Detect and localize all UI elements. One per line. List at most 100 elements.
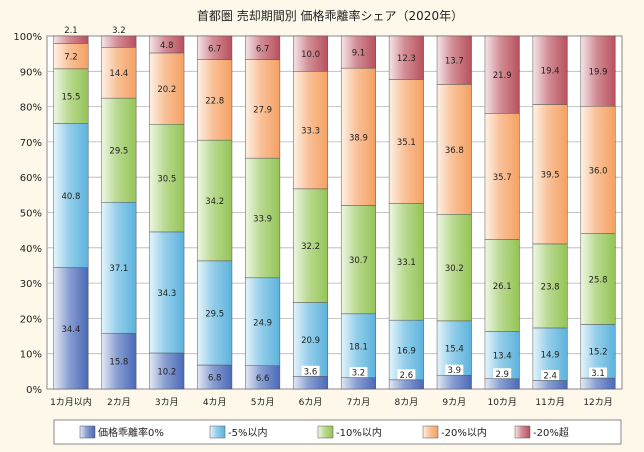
y-tick-label: 50% bbox=[20, 209, 42, 220]
legend-swatch bbox=[209, 425, 226, 439]
data-label: 19.4 bbox=[541, 67, 560, 77]
y-tick-label: 0% bbox=[26, 385, 42, 396]
data-label-bg bbox=[349, 367, 368, 378]
bar-segment bbox=[197, 260, 233, 366]
y-axis: 0% 10% 20% 30% 40% 50% 60% 70% 80% 90% 100% bbox=[13, 32, 42, 396]
data-label: 3.1 bbox=[591, 369, 605, 379]
data-label: 36.8 bbox=[445, 146, 464, 156]
bar-segment bbox=[340, 67, 376, 206]
data-label: 18.1 bbox=[349, 342, 368, 352]
bar-segment bbox=[293, 376, 329, 390]
data-label: 6.7 bbox=[208, 44, 222, 54]
legend: 価格乖離率0% -5%以内 -10%以内 -20%以内 -20%超 bbox=[53, 419, 622, 445]
chart-title: 首都圏 売却期間別 価格乖離率シェア（2020年） bbox=[197, 8, 463, 23]
bar-segment bbox=[436, 214, 472, 322]
bar-segment bbox=[532, 380, 568, 390]
data-label: 30.7 bbox=[349, 256, 368, 266]
bar-segment bbox=[484, 113, 520, 240]
data-label: 39.5 bbox=[541, 171, 560, 181]
bar-segment bbox=[484, 378, 520, 390]
bar-segment bbox=[293, 71, 329, 190]
data-label: 35.1 bbox=[397, 138, 416, 148]
x-axis: 1カ月以内 2カ月 3カ月 4カ月 5カ月 6カ月 7カ月 8カ月 9カ月 10カ月 11カ月 12カ… bbox=[50, 396, 613, 408]
legend-label: -10%以内 bbox=[336, 426, 382, 439]
y-tick-label: 60% bbox=[20, 173, 42, 184]
x-tick-label: 8カ月 bbox=[395, 397, 419, 408]
y-tick-label: 30% bbox=[20, 279, 42, 290]
data-labels: 34.4 40.8 15.5 7.2 2.1 15.8 37.1 29.5 14.4 3.2 10.… bbox=[61, 26, 607, 384]
bar-segment bbox=[197, 139, 233, 262]
bar-segment bbox=[532, 104, 568, 245]
data-label: 7.2 bbox=[64, 53, 78, 63]
data-label: 21.9 bbox=[493, 71, 512, 81]
data-label: 37.1 bbox=[109, 264, 128, 274]
data-label: 34.4 bbox=[61, 325, 80, 335]
data-label: 15.8 bbox=[109, 358, 128, 368]
bar-segment bbox=[484, 35, 520, 114]
data-label-bg bbox=[301, 365, 320, 376]
bar-segment bbox=[53, 68, 89, 124]
data-label: 3.2 bbox=[352, 369, 366, 379]
data-label-bg bbox=[445, 364, 464, 375]
data-label: 20.2 bbox=[157, 85, 176, 95]
data-label: 15.5 bbox=[61, 93, 80, 103]
bar-segment bbox=[149, 124, 185, 233]
data-label: 6.8 bbox=[208, 373, 222, 383]
bar-segment bbox=[388, 379, 424, 390]
y-tick-label: 90% bbox=[20, 67, 42, 78]
data-label: 2.6 bbox=[400, 371, 414, 381]
x-tick-label: 7カ月 bbox=[347, 397, 371, 408]
data-label: 19.9 bbox=[589, 68, 608, 78]
data-label: 34.3 bbox=[157, 289, 176, 299]
bar-segment bbox=[580, 35, 616, 107]
bar-segment bbox=[340, 205, 376, 315]
data-label-bg bbox=[541, 370, 560, 381]
data-label: 27.9 bbox=[253, 105, 272, 115]
legend-label: -20%超 bbox=[533, 426, 569, 439]
data-label: 4.8 bbox=[160, 41, 174, 51]
bar-segment bbox=[436, 84, 472, 215]
data-label: 16.9 bbox=[397, 346, 416, 356]
data-label: 2.4 bbox=[543, 372, 557, 382]
x-tick-label: 9カ月 bbox=[442, 397, 466, 408]
data-label: 3.6 bbox=[304, 367, 318, 377]
bar-segment bbox=[197, 59, 233, 141]
data-label: 13.7 bbox=[445, 57, 464, 67]
data-label-bg bbox=[589, 367, 608, 378]
legend-label: 価格乖離率0% bbox=[98, 426, 164, 439]
bar-segment bbox=[580, 377, 616, 390]
data-label: 23.8 bbox=[541, 282, 560, 292]
bar-segment bbox=[580, 105, 616, 234]
legend-swatch bbox=[317, 425, 334, 439]
y-tick-label: 80% bbox=[20, 103, 42, 114]
data-label: 14.4 bbox=[109, 69, 128, 79]
bar-segment bbox=[197, 35, 233, 60]
data-label: 36.0 bbox=[589, 166, 608, 176]
legend-swatch bbox=[514, 425, 531, 439]
data-label: 24.9 bbox=[253, 318, 272, 328]
bar-segment bbox=[245, 277, 281, 366]
y-tick-label: 100% bbox=[13, 32, 42, 43]
data-label: 10.2 bbox=[157, 367, 176, 377]
bar-segment bbox=[293, 302, 329, 377]
x-tick-label: 3カ月 bbox=[155, 397, 179, 408]
bar-segment bbox=[340, 313, 376, 378]
data-label: 10.0 bbox=[301, 50, 320, 60]
data-label: 3.2 bbox=[112, 26, 126, 36]
data-label: 40.8 bbox=[61, 192, 80, 202]
bar-segment bbox=[53, 123, 89, 268]
data-label: 12.3 bbox=[397, 54, 416, 64]
x-tick-label: 6カ月 bbox=[299, 397, 323, 408]
bar-segment bbox=[101, 202, 137, 334]
data-label: 26.1 bbox=[493, 282, 512, 292]
data-label: 34.2 bbox=[205, 197, 224, 207]
data-label: 32.2 bbox=[301, 242, 320, 252]
data-label: 38.9 bbox=[349, 133, 368, 143]
y-tick-label: 40% bbox=[20, 244, 42, 255]
bar-segment bbox=[532, 243, 568, 329]
bar-segment bbox=[388, 79, 424, 204]
x-tick-label: 12カ月 bbox=[583, 397, 612, 408]
bar-segment bbox=[245, 35, 281, 60]
data-label: 29.5 bbox=[109, 147, 128, 157]
